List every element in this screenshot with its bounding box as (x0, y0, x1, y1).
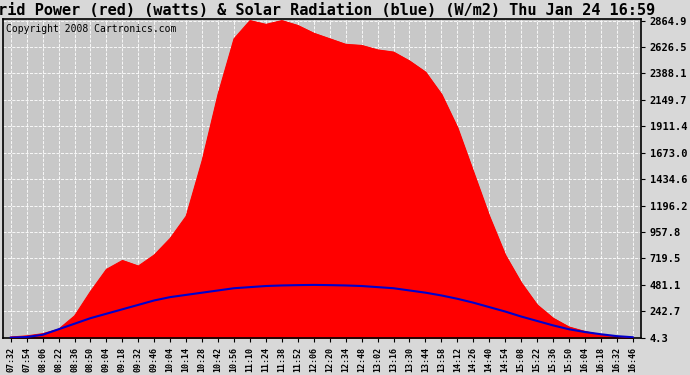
Title: Grid Power (red) (watts) & Solar Radiation (blue) (W/m2) Thu Jan 24 16:59: Grid Power (red) (watts) & Solar Radiati… (0, 3, 655, 18)
Text: Copyright 2008 Cartronics.com: Copyright 2008 Cartronics.com (6, 24, 177, 34)
